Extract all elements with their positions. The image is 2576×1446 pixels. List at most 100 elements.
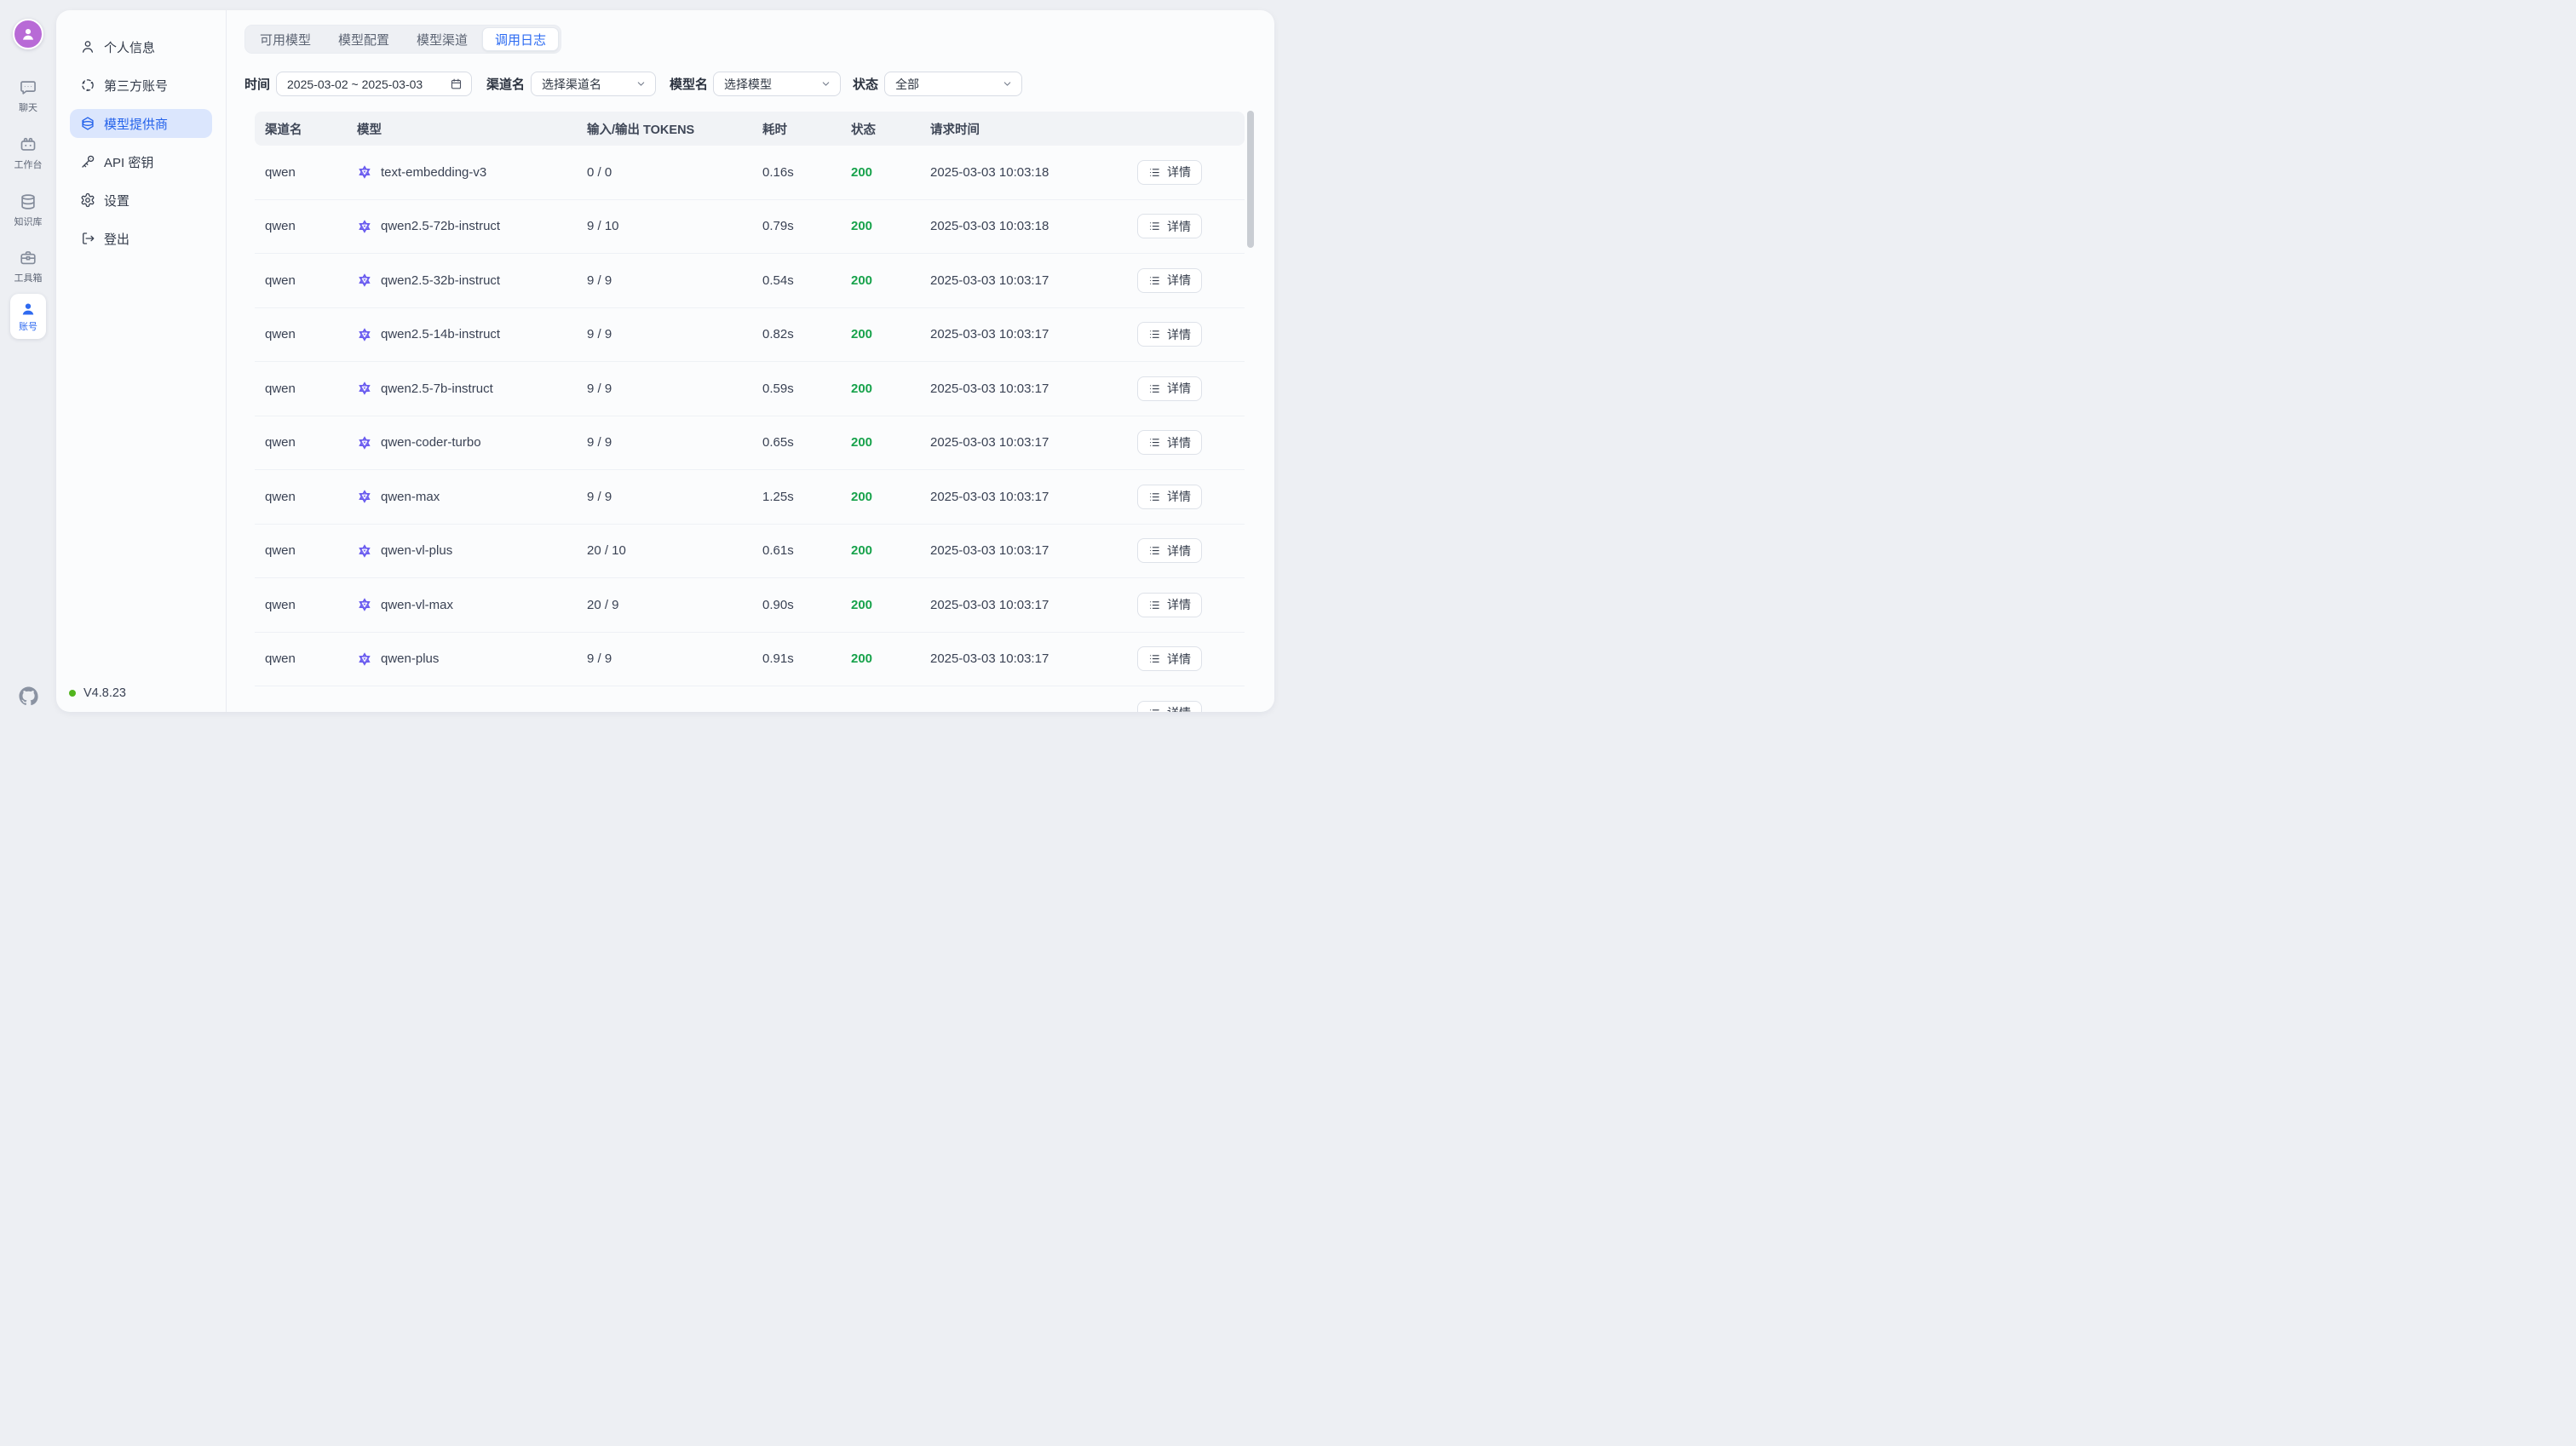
sidebar-item-model-providers[interactable]: 模型提供商 xyxy=(70,109,212,138)
github-icon[interactable] xyxy=(19,686,38,706)
list-icon xyxy=(1150,655,1159,663)
cell-tokens: 9 / 9 xyxy=(587,273,612,288)
detail-button-label: 详情 xyxy=(1167,435,1191,450)
key-icon xyxy=(82,155,95,168)
table-row: qwen qwen-plus 9 / 9 0.91s 200 2025-03-0… xyxy=(255,633,1245,686)
table-row: qwen qwen2.5-14b-instruct 9 / 9 0.82s 20… xyxy=(255,308,1245,362)
sidebar-item-settings[interactable]: 设置 xyxy=(70,186,212,215)
cell-channel: qwen xyxy=(265,219,296,234)
cell-time: 2025-03-03 10:03:17 xyxy=(930,435,1049,450)
tab-model-channels[interactable]: 模型渠道 xyxy=(417,32,469,48)
cell-tokens: 9 / 10 xyxy=(587,219,619,234)
detail-button[interactable]: 详情 xyxy=(1137,214,1202,239)
cell-model: qwen2.5-14b-instruct xyxy=(357,327,587,342)
cell-status: 200 xyxy=(851,651,873,667)
list-icon xyxy=(1150,330,1159,339)
model-provider-icon xyxy=(82,117,94,130)
rail-item-toolbox[interactable]: 工具箱 xyxy=(0,249,56,284)
cell-status: 200 xyxy=(851,381,873,396)
date-range-input[interactable]: 2025-03-02 ~ 2025-03-03 xyxy=(276,72,473,96)
detail-button[interactable]: 详情 xyxy=(1137,646,1202,672)
detail-button-label: 详情 xyxy=(1167,704,1191,712)
tab-model-config[interactable]: 模型配置 xyxy=(338,32,390,48)
table-row: qwen qwen-coder-turbo 9 / 9 0.65s 200 20… xyxy=(255,416,1245,470)
chevron-down-icon xyxy=(822,82,830,86)
status-select[interactable]: 全部 xyxy=(884,72,1023,96)
detail-button[interactable]: 详情 xyxy=(1137,159,1202,185)
model-filter-label: 模型名 xyxy=(670,77,709,92)
status-select-value: 全部 xyxy=(895,77,920,91)
qwen-model-icon xyxy=(359,327,371,341)
channel-select-value: 选择渠道名 xyxy=(542,77,602,91)
cell-time: 2025-03-03 10:03:17 xyxy=(930,381,1049,396)
sidebar-item-third-party[interactable]: 第三方账号 xyxy=(70,71,212,100)
detail-button[interactable]: 详情 xyxy=(1137,538,1202,564)
tab-call-logs[interactable]: 调用日志 xyxy=(482,27,560,51)
detail-button-label: 详情 xyxy=(1167,327,1191,341)
chevron-down-icon xyxy=(637,82,645,86)
rail-item-account[interactable]: 账号 xyxy=(10,294,46,339)
qwen-model-icon xyxy=(359,543,371,558)
cell-channel: qwen xyxy=(265,273,296,288)
sidebar-item-label: 设置 xyxy=(104,193,130,209)
detail-button[interactable]: 详情 xyxy=(1137,322,1202,347)
rail-item-workbench[interactable]: 工作台 xyxy=(0,135,56,171)
cell-status: 200 xyxy=(851,273,873,288)
sidebar-item-profile[interactable]: 个人信息 xyxy=(70,32,212,61)
list-icon xyxy=(1150,168,1159,176)
col-header-model: 模型 xyxy=(357,123,382,137)
detail-button[interactable]: 详情 xyxy=(1137,430,1202,456)
col-header-channel: 渠道名 xyxy=(265,123,302,137)
detail-button-label: 详情 xyxy=(1167,165,1191,180)
detail-button[interactable]: 详情 xyxy=(1137,376,1202,401)
detail-button[interactable]: 详情 xyxy=(1137,592,1202,617)
model-select-value: 选择模型 xyxy=(724,77,773,91)
list-icon xyxy=(1150,439,1159,447)
cell-time: 2025-03-03 10:03:18 xyxy=(930,219,1049,234)
version-label: V4.8.23 xyxy=(83,686,126,700)
share-network-icon xyxy=(82,79,94,91)
channel-select[interactable]: 选择渠道名 xyxy=(531,72,657,96)
cell-time: 2025-03-03 10:03:17 xyxy=(930,543,1049,559)
cell-channel: qwen xyxy=(265,489,296,504)
cell-time: 2025-03-03 10:03:17 xyxy=(930,651,1049,667)
qwen-model-icon xyxy=(359,651,371,666)
sidebar-item-label: 第三方账号 xyxy=(104,78,169,94)
cell-time: 2025-03-03 10:03:17 xyxy=(930,273,1049,288)
cell-channel: qwen xyxy=(265,543,296,559)
rail-item-label: 聊天 xyxy=(19,103,37,113)
sidebar-item-label: API 密钥 xyxy=(104,155,154,170)
cell-tokens: 9 / 9 xyxy=(587,381,612,396)
detail-button[interactable]: 详情 xyxy=(1137,700,1202,712)
rail-item-chat[interactable]: 聊天 xyxy=(0,78,56,114)
online-status-dot xyxy=(69,690,76,697)
list-icon xyxy=(1150,709,1159,711)
cell-duration: 0.59s xyxy=(762,381,794,396)
table-row: qwen text-embedding-v3 0 / 0 0.16s 200 2… xyxy=(255,146,1245,200)
qwen-model-icon xyxy=(359,435,371,450)
cell-tokens: 9 / 9 xyxy=(587,435,612,450)
detail-button[interactable]: 详情 xyxy=(1137,484,1202,509)
cell-tokens: 9 / 9 xyxy=(587,489,612,504)
cell-channel: qwen xyxy=(265,164,296,180)
model-select[interactable]: 选择模型 xyxy=(713,72,842,96)
app-rail: 聊天 工作台 知识库 工具箱 账号 xyxy=(0,0,56,723)
cell-duration: 0.90s xyxy=(762,597,794,612)
cell-duration: 0.82s xyxy=(762,327,794,342)
list-icon xyxy=(1150,276,1159,284)
detail-button[interactable]: 详情 xyxy=(1137,267,1202,293)
sidebar-item-api-keys[interactable]: API 密钥 xyxy=(70,147,212,176)
tab-available-models[interactable]: 可用模型 xyxy=(260,32,312,48)
cell-tokens: 9 / 9 xyxy=(587,651,612,667)
vertical-scrollbar-thumb[interactable] xyxy=(1247,111,1254,248)
rail-item-knowledge-base[interactable]: 知识库 xyxy=(0,192,56,228)
table-row: qwen qwen2.5-32b-instruct 9 / 9 0.54s 20… xyxy=(255,254,1245,308)
detail-button-label: 详情 xyxy=(1167,598,1191,612)
cell-time: 2025-03-03 10:03:17 xyxy=(930,597,1049,612)
table-body: qwen text-embedding-v3 0 / 0 0.16s 200 2… xyxy=(255,146,1245,712)
qwen-model-icon xyxy=(359,490,371,504)
avatar[interactable] xyxy=(13,19,43,49)
sidebar-item-logout[interactable]: 登出 xyxy=(70,224,212,253)
version-indicator: V4.8.23 xyxy=(69,686,126,700)
cell-status: 200 xyxy=(851,597,873,612)
